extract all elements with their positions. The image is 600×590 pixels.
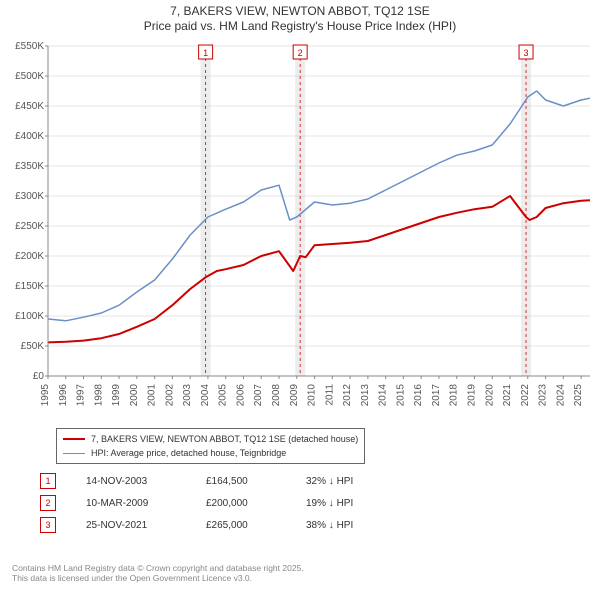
transaction-date: 14-NOV-2003 — [86, 476, 206, 487]
svg-text:£400K: £400K — [15, 131, 44, 142]
svg-text:2007: 2007 — [253, 384, 264, 407]
svg-text:1995: 1995 — [40, 384, 51, 407]
transaction-delta: 32% ↓ HPI — [306, 476, 406, 487]
svg-text:2000: 2000 — [129, 384, 140, 407]
svg-text:1999: 1999 — [111, 384, 122, 407]
svg-text:2022: 2022 — [520, 384, 531, 407]
svg-text:2001: 2001 — [147, 384, 158, 407]
svg-text:£250K: £250K — [15, 221, 44, 232]
svg-text:2003: 2003 — [182, 384, 193, 407]
svg-text:£100K: £100K — [15, 311, 44, 322]
svg-text:2008: 2008 — [271, 384, 282, 407]
svg-text:1: 1 — [203, 48, 208, 58]
svg-text:2011: 2011 — [324, 384, 335, 406]
svg-text:£50K: £50K — [21, 341, 45, 352]
transaction-price: £200,000 — [206, 498, 306, 509]
footer: Contains HM Land Registry data © Crown c… — [12, 563, 304, 584]
svg-text:2014: 2014 — [378, 384, 389, 407]
transaction-table: 1 14-NOV-2003 £164,500 32% ↓ HPI 2 10-MA… — [40, 470, 406, 536]
svg-text:£200K: £200K — [15, 251, 44, 262]
transaction-row: 3 25-NOV-2021 £265,000 38% ↓ HPI — [40, 514, 406, 536]
legend-label: HPI: Average price, detached house, Teig… — [91, 448, 286, 458]
svg-text:2004: 2004 — [200, 384, 211, 407]
legend-item: HPI: Average price, detached house, Teig… — [63, 446, 358, 460]
transaction-delta: 38% ↓ HPI — [306, 520, 406, 531]
svg-text:2015: 2015 — [395, 384, 406, 407]
transaction-marker: 3 — [40, 517, 56, 533]
transaction-date: 10-MAR-2009 — [86, 498, 206, 509]
chart-svg: £0 £50K £100K £150K £200K £250K £300K £350K £400… — [0, 40, 600, 420]
svg-text:£150K: £150K — [15, 281, 44, 292]
legend-label: 7, BAKERS VIEW, NEWTON ABBOT, TQ12 1SE (… — [91, 434, 358, 444]
svg-text:£350K: £350K — [15, 161, 44, 172]
transaction-marker: 1 — [40, 473, 56, 489]
svg-text:2023: 2023 — [538, 384, 549, 407]
transaction-delta: 19% ↓ HPI — [306, 498, 406, 509]
transaction-row: 1 14-NOV-2003 £164,500 32% ↓ HPI — [40, 470, 406, 492]
legend-item: 7, BAKERS VIEW, NEWTON ABBOT, TQ12 1SE (… — [63, 432, 358, 446]
svg-text:2020: 2020 — [484, 384, 495, 407]
transaction-date: 25-NOV-2021 — [86, 520, 206, 531]
svg-text:2012: 2012 — [342, 384, 353, 407]
svg-text:2018: 2018 — [449, 384, 460, 407]
footer-line-1: Contains HM Land Registry data © Crown c… — [12, 563, 304, 574]
svg-text:£450K: £450K — [15, 101, 44, 112]
transaction-row: 2 10-MAR-2009 £200,000 19% ↓ HPI — [40, 492, 406, 514]
svg-text:2010: 2010 — [307, 384, 318, 407]
title-line-1: 7, BAKERS VIEW, NEWTON ABBOT, TQ12 1SE — [0, 4, 600, 19]
legend: 7, BAKERS VIEW, NEWTON ABBOT, TQ12 1SE (… — [56, 428, 365, 464]
chart-container: 7, BAKERS VIEW, NEWTON ABBOT, TQ12 1SE P… — [0, 0, 600, 590]
title-block: 7, BAKERS VIEW, NEWTON ABBOT, TQ12 1SE P… — [0, 0, 600, 34]
svg-text:2005: 2005 — [218, 384, 229, 407]
svg-text:2009: 2009 — [289, 384, 300, 407]
svg-text:2024: 2024 — [555, 384, 566, 407]
svg-text:2019: 2019 — [466, 384, 477, 407]
legend-swatch — [63, 438, 85, 440]
transaction-price: £164,500 — [206, 476, 306, 487]
svg-text:1998: 1998 — [93, 384, 104, 407]
transaction-marker: 2 — [40, 495, 56, 511]
footer-line-2: This data is licensed under the Open Gov… — [12, 573, 304, 584]
transaction-price: £265,000 — [206, 520, 306, 531]
svg-text:2021: 2021 — [502, 384, 513, 407]
title-line-2: Price paid vs. HM Land Registry's House … — [0, 19, 600, 34]
svg-text:2002: 2002 — [164, 384, 175, 407]
svg-text:£550K: £550K — [15, 41, 44, 52]
svg-text:£300K: £300K — [15, 191, 44, 202]
svg-text:£500K: £500K — [15, 71, 44, 82]
svg-text:£0: £0 — [33, 371, 45, 382]
svg-text:2013: 2013 — [360, 384, 371, 407]
svg-text:2017: 2017 — [431, 384, 442, 407]
legend-swatch — [63, 453, 85, 454]
svg-text:2: 2 — [298, 48, 303, 58]
svg-text:3: 3 — [524, 48, 529, 58]
svg-text:2025: 2025 — [573, 384, 584, 407]
svg-text:2006: 2006 — [235, 384, 246, 407]
svg-text:1996: 1996 — [58, 384, 69, 407]
svg-text:2016: 2016 — [413, 384, 424, 407]
svg-text:1997: 1997 — [76, 384, 87, 407]
chart-area: £0 £50K £100K £150K £200K £250K £300K £350K £400… — [0, 40, 600, 420]
